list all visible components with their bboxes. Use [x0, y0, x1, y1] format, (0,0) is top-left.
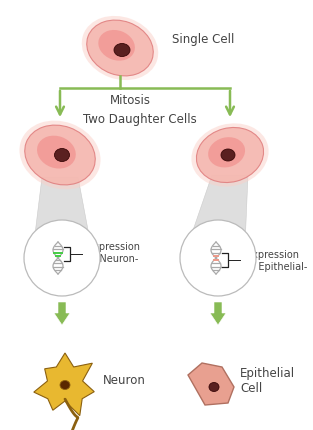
- Text: Neuron: Neuron: [103, 374, 146, 387]
- Circle shape: [24, 220, 100, 296]
- Polygon shape: [34, 353, 94, 416]
- Text: Epithelial
Cell: Epithelial Cell: [240, 366, 295, 396]
- Ellipse shape: [51, 372, 79, 398]
- Polygon shape: [35, 177, 89, 237]
- Circle shape: [180, 220, 256, 296]
- Ellipse shape: [208, 137, 245, 167]
- Ellipse shape: [37, 135, 76, 169]
- Text: Single Cell: Single Cell: [172, 34, 234, 46]
- Ellipse shape: [25, 125, 95, 185]
- FancyArrow shape: [54, 302, 70, 325]
- Ellipse shape: [54, 148, 69, 162]
- Text: Expression
of Neuron-: Expression of Neuron-: [87, 242, 140, 264]
- Ellipse shape: [19, 120, 100, 189]
- Polygon shape: [191, 175, 248, 237]
- Ellipse shape: [221, 149, 235, 161]
- Ellipse shape: [191, 123, 269, 187]
- Ellipse shape: [197, 127, 264, 182]
- Polygon shape: [188, 363, 234, 405]
- Ellipse shape: [82, 16, 158, 80]
- Text: Mitosis: Mitosis: [110, 94, 151, 107]
- Ellipse shape: [114, 43, 130, 56]
- Ellipse shape: [209, 383, 219, 391]
- Ellipse shape: [87, 20, 153, 76]
- Ellipse shape: [98, 30, 135, 61]
- Text: Expression
of Epithelial-: Expression of Epithelial-: [246, 250, 307, 272]
- Ellipse shape: [60, 381, 70, 390]
- FancyArrow shape: [210, 302, 226, 325]
- Text: Two Daughter Cells: Two Daughter Cells: [83, 114, 197, 126]
